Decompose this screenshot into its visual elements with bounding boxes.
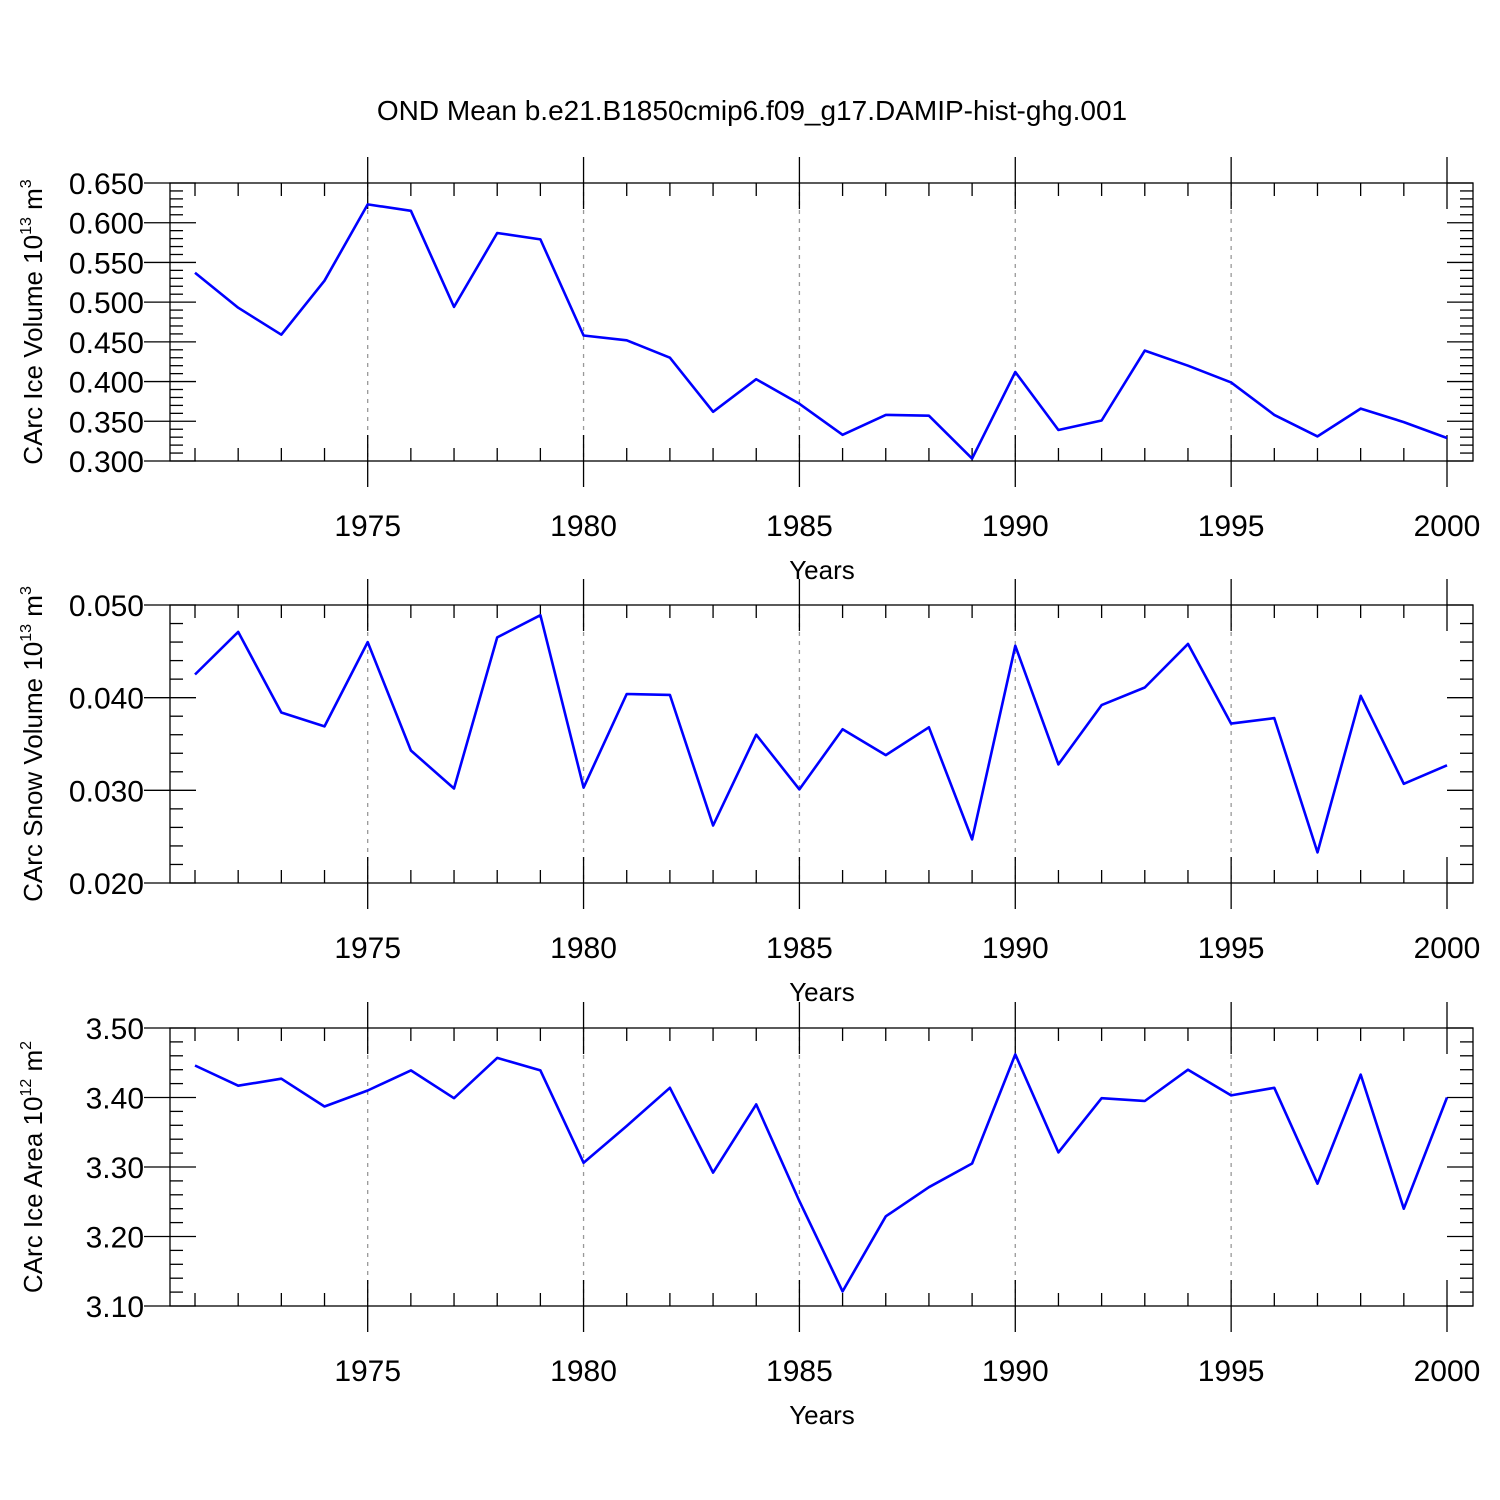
x-tick-label: 2000 <box>1414 1355 1481 1388</box>
x-tick-label: 2000 <box>1414 932 1481 965</box>
y-tick-label: 3.10 <box>86 1291 144 1324</box>
y-tick-label: 0.600 <box>69 208 144 241</box>
y-tick-label: 0.350 <box>69 406 144 439</box>
y-tick-label: 3.50 <box>86 1013 144 1046</box>
x-tick-label: 1995 <box>1198 1355 1265 1388</box>
x-tick-label: 1985 <box>766 510 833 543</box>
y-tick-label: 0.050 <box>69 590 144 623</box>
x-tick-label: 2000 <box>1414 510 1481 543</box>
x-tick-label: 1990 <box>982 1355 1049 1388</box>
y-label-superscript: 3 <box>18 179 35 188</box>
x-tick-label: 1975 <box>334 932 401 965</box>
x-tick-label: 1975 <box>334 1355 401 1388</box>
x-tick-label: 1980 <box>550 932 617 965</box>
x-tick-label: 1990 <box>982 510 1049 543</box>
y-label-text: CArc Snow Volume 10 <box>18 642 48 902</box>
y-tick-label: 3.30 <box>86 1152 144 1185</box>
chart-panel-2: 0.020 0.030 0.040 0.050 1975 1980 1985 1990 1995… <box>18 579 1480 1007</box>
y-tick-label: 0.030 <box>69 775 144 808</box>
y-axis-label: CArc Ice Area 1012 m2 <box>18 1041 48 1293</box>
y-label-superscript: 3 <box>18 586 35 595</box>
panels: 0.300 0.350 0.400 0.450 0.500 0.550 0.600 0.650… <box>18 157 1480 1430</box>
chart-panel-3: 3.10 3.20 3.30 3.40 3.50 1975 1980 1985 1990 1995… <box>18 1002 1480 1430</box>
y-tick-label: 0.450 <box>69 327 144 360</box>
x-tick-label: 1980 <box>550 1355 617 1388</box>
y-axis-label: CArc Ice Volume 1013 m3 <box>18 179 48 464</box>
series-line <box>194 1053 1449 1293</box>
y-tick-label: 3.40 <box>86 1083 144 1116</box>
plot-frame <box>169 604 1474 884</box>
y-tick-label: 0.300 <box>69 446 144 479</box>
y-tick-label: 0.650 <box>69 168 144 201</box>
y-label-superscript: 13 <box>18 217 35 235</box>
y-tick-label: 0.400 <box>69 367 144 400</box>
y-tick-label: 3.20 <box>86 1222 144 1255</box>
chart-title: OND Mean b.e21.B1850cmip6.f09_g17.DAMIP-… <box>377 95 1127 126</box>
y-label-text: m <box>18 595 48 624</box>
x-tick-label: 1995 <box>1198 932 1265 965</box>
y-label-superscript: 13 <box>18 624 35 642</box>
y-tick-label: 0.020 <box>69 868 144 901</box>
y-label-text: CArc Ice Volume 10 <box>18 235 48 465</box>
x-axis-label: Years <box>789 555 855 585</box>
y-axis-label: CArc Snow Volume 1013 m3 <box>18 586 48 902</box>
x-tick-label: 1995 <box>1198 510 1265 543</box>
y-tick-label: 0.500 <box>69 287 144 320</box>
y-tick-label: 0.040 <box>69 683 144 716</box>
x-axis-label: Years <box>789 1400 855 1430</box>
series-line <box>194 613 1448 854</box>
y-label-text: CArc Ice Area 10 <box>18 1097 48 1294</box>
y-label-text: m <box>18 188 48 217</box>
y-label-superscript: 12 <box>18 1079 35 1097</box>
x-axis-label: Years <box>789 977 855 1007</box>
x-tick-label: 1975 <box>334 510 401 543</box>
chart-panel-1: 0.300 0.350 0.400 0.450 0.500 0.550 0.600 0.650… <box>18 157 1480 585</box>
x-tick-label: 1990 <box>982 932 1049 965</box>
y-label-text: m <box>18 1050 48 1079</box>
y-tick-label: 0.550 <box>69 247 144 280</box>
series-line <box>194 203 1448 460</box>
x-tick-label: 1985 <box>766 932 833 965</box>
y-label-superscript: 2 <box>18 1041 35 1050</box>
plot-frame <box>169 182 1474 462</box>
x-tick-label: 1980 <box>550 510 617 543</box>
x-tick-label: 1985 <box>766 1355 833 1388</box>
plot-frame <box>169 1027 1474 1307</box>
